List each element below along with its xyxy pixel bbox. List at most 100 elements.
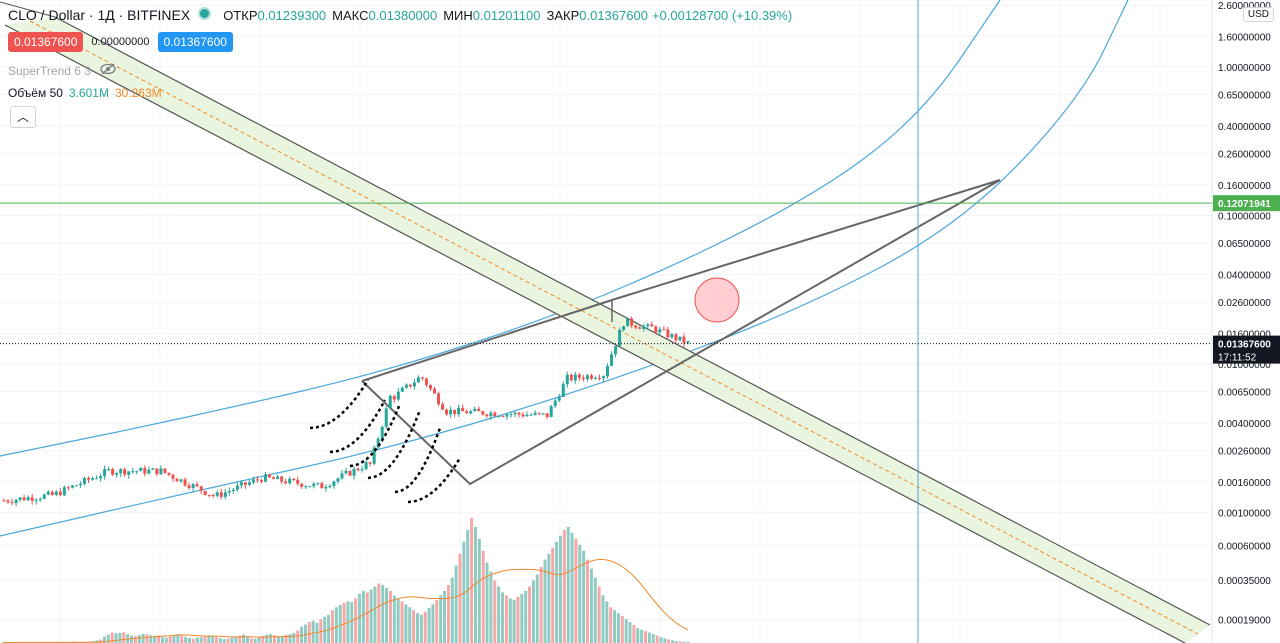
trade-buttons: 0.01367600 0.00000000 0.01367600 [8, 32, 233, 52]
volume-bar [195, 637, 199, 643]
candle-body [650, 324, 654, 327]
candle-body [324, 487, 328, 489]
volume-bar [323, 616, 327, 643]
volume-bar [558, 535, 562, 643]
volume-bar [516, 596, 520, 643]
price-tick-label: 0.00650000 [1218, 388, 1271, 399]
curve-2 [0, 0, 1129, 537]
ohlc-close-key: ЗАКР [546, 8, 580, 23]
candle-body [662, 329, 666, 331]
price-tick-label: 0.65000000 [1218, 91, 1271, 102]
volume-bar [157, 635, 161, 643]
price-tick-label: 0.02600000 [1218, 298, 1271, 309]
volume-bar [102, 636, 106, 643]
volume-bar [292, 632, 296, 643]
collapse-legend-button[interactable]: ︿ [10, 106, 36, 128]
candle-body [433, 388, 437, 394]
currency-badge[interactable]: USD [1242, 7, 1274, 22]
candle-body [501, 416, 505, 418]
candle-body [82, 477, 86, 484]
price-axis[interactable]: 2.60000000 1.60000000 1.00000000 0.65000000… [1211, 0, 1280, 643]
volume-bar [203, 636, 207, 643]
candle-body [58, 491, 62, 496]
volume-bar [330, 610, 334, 643]
candle-body [235, 485, 239, 490]
volume-bar [164, 637, 168, 643]
candle-body [630, 318, 634, 326]
volume-bar [593, 577, 597, 643]
candle-body [123, 469, 127, 475]
candle-body [453, 409, 457, 414]
volume-bar [245, 636, 249, 643]
candle-body [99, 476, 103, 479]
candle-body [525, 414, 529, 417]
supertrend-legend[interactable]: SuperTrend 6 3 [8, 63, 116, 78]
eye-off-icon[interactable] [100, 63, 116, 78]
ohlc-close-value: 0.01367600 [579, 8, 648, 23]
candle-body [195, 484, 199, 487]
candle-body [577, 374, 581, 378]
price-tick-label: 0.06500000 [1218, 239, 1271, 250]
candle-body [529, 414, 533, 416]
volume-bar [369, 589, 373, 643]
buy-button[interactable]: 0.01367600 [157, 32, 233, 52]
volume-bar [137, 634, 141, 643]
volume-bar [184, 636, 188, 643]
volume-bar [145, 634, 149, 643]
price-tick-label: 0.00160000 [1218, 478, 1271, 489]
volume-bar [489, 571, 493, 643]
channel-fill [5, 17, 1210, 643]
volume-bar [582, 550, 586, 643]
candle-body [131, 471, 135, 473]
candle-body [292, 478, 296, 480]
volume-bar [535, 574, 539, 643]
candle-body [360, 469, 364, 471]
candle-body [364, 462, 368, 470]
candle-body [255, 479, 259, 481]
candle-body [404, 384, 408, 388]
volume-bar [443, 590, 447, 643]
candle-body [183, 479, 187, 486]
volume-bar [570, 532, 574, 643]
volume-bar [520, 593, 524, 643]
volume-bar [126, 634, 130, 643]
levels [0, 0, 1212, 643]
volume-bar [640, 629, 644, 643]
candle-body [34, 499, 38, 501]
volume-legend[interactable]: Объём 50 3.601M 30.263M [8, 86, 162, 100]
candle-body [521, 414, 525, 417]
candle-body [54, 491, 58, 496]
candle-body [509, 414, 513, 416]
volume-bar [334, 607, 338, 643]
volume-bar [261, 635, 265, 643]
candle-body [30, 497, 34, 501]
volume-bar [284, 634, 288, 643]
volume-bar [659, 637, 663, 643]
candle-body [187, 485, 191, 489]
volume-bar [597, 586, 601, 643]
volume-bar [435, 599, 439, 643]
sell-button[interactable]: 0.01367600 [8, 32, 84, 52]
candle-body [74, 485, 78, 487]
volume-bar [531, 580, 535, 643]
volume-bar [180, 635, 184, 643]
volume-bar [257, 637, 261, 643]
volume-bar [149, 635, 153, 643]
price-tick-label: 0.00260000 [1218, 447, 1271, 458]
candle-body [489, 412, 493, 417]
candle-body [602, 376, 606, 379]
candle-body [135, 471, 139, 473]
market-status-dot [198, 7, 212, 20]
volume-bar [280, 635, 284, 643]
candle-body [127, 471, 131, 475]
volume-bar [566, 526, 570, 643]
candle-body [449, 409, 453, 415]
candle-body [95, 478, 99, 480]
candle-body [276, 476, 280, 480]
candle-body [312, 483, 316, 487]
volume-bar [215, 637, 219, 643]
symbol-title[interactable]: CLO / Dollar · 1Д · BITFINEX [8, 7, 191, 23]
rising-wedge [361, 179, 1001, 486]
volume-ma-path [4, 558, 689, 643]
